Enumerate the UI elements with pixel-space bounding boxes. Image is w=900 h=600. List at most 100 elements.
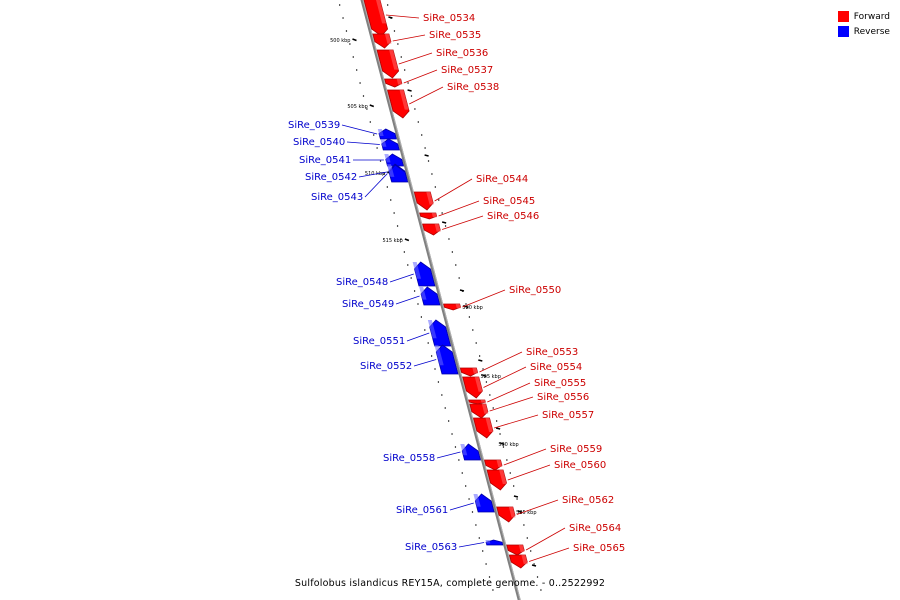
gene-label[interactable]: SiRe_0551	[353, 336, 405, 347]
gene-shading	[376, 0, 387, 24]
leader-line	[341, 124, 378, 135]
gene-sire-0546[interactable]	[422, 223, 441, 236]
gene-sire-0538[interactable]	[387, 89, 410, 119]
ruler-dot	[502, 446, 505, 448]
tick-mark	[531, 564, 537, 567]
ruler-dot	[387, 4, 389, 6]
gene-label[interactable]: SiRe_0550	[509, 285, 561, 296]
gene-sire-0559[interactable]	[484, 459, 503, 471]
gene-label[interactable]: SiRe_0539	[288, 120, 340, 131]
gene-label[interactable]: SiRe_0554	[530, 362, 582, 373]
gene-label[interactable]: SiRe_0562	[562, 495, 614, 506]
gene-shading	[480, 400, 486, 403]
gene-label[interactable]: SiRe_0555	[534, 378, 586, 389]
gene-label[interactable]: SiRe_0543	[311, 192, 363, 203]
gene-label[interactable]: SiRe_0538	[447, 82, 499, 93]
gene-shading	[485, 540, 491, 544]
gene-label[interactable]: SiRe_0541	[299, 155, 351, 166]
gene-sire-0548[interactable]	[412, 261, 436, 287]
gene-label[interactable]: SiRe_0545	[483, 196, 535, 207]
tick-mark	[478, 359, 483, 362]
gene-sire-0557[interactable]	[472, 417, 494, 439]
gene-label[interactable]: SiRe_0546	[487, 211, 539, 222]
gene-sire-0552[interactable]	[434, 344, 459, 375]
gene-sire-0553[interactable]	[459, 367, 479, 377]
gene-label[interactable]: SiRe_0544	[476, 174, 528, 185]
ruler-dot	[407, 82, 409, 84]
ruler-dot	[485, 381, 488, 383]
gene-label[interactable]: SiRe_0542	[305, 172, 357, 183]
gene-shading	[384, 34, 392, 44]
ruler-dot	[478, 537, 480, 539]
tick-mark	[369, 104, 375, 108]
gene-sire-0539[interactable]	[377, 128, 397, 140]
gene-shading	[518, 545, 525, 552]
leader-line	[406, 332, 430, 342]
gene-label[interactable]: SiRe_0540	[293, 137, 345, 148]
tick-label: 500 kbp	[330, 38, 350, 44]
leader-line	[409, 86, 444, 105]
ruler-dot	[482, 550, 484, 552]
ruler-dot	[431, 173, 433, 175]
ruler-dot	[444, 407, 446, 409]
gene-sire-0550[interactable]	[443, 303, 461, 311]
ruler-dot	[403, 251, 405, 253]
gene-label[interactable]: SiRe_0537	[441, 65, 493, 76]
gene-sire-0556[interactable]	[469, 403, 489, 419]
gene-label[interactable]: SiRe_0558	[383, 453, 435, 464]
gene-sire-0535[interactable]	[372, 33, 392, 49]
gene-label[interactable]: SiRe_0556	[537, 392, 589, 403]
gene-label[interactable]: SiRe_0536	[436, 48, 488, 59]
gene-sire-0560[interactable]	[486, 469, 507, 491]
gene-label[interactable]: SiRe_0552	[360, 361, 412, 372]
gene-label[interactable]: SiRe_0564	[569, 523, 621, 534]
ruler-dot	[424, 329, 426, 331]
gene-sire-0563[interactable]	[485, 539, 504, 546]
ruler-dot	[393, 212, 395, 214]
gene-sire-0564[interactable]	[506, 544, 525, 556]
gene-label[interactable]: SiRe_0534	[423, 13, 475, 24]
gene-label[interactable]: SiRe_0549	[342, 299, 394, 310]
gene-sire-0554[interactable]	[462, 376, 483, 399]
leader-line	[525, 527, 566, 551]
gene-sire-0549[interactable]	[419, 286, 441, 306]
gene-shading	[426, 192, 434, 205]
gene-sire-0562[interactable]	[496, 506, 516, 523]
gene-label[interactable]: SiRe_0561	[396, 505, 448, 516]
ruler-dot	[444, 225, 447, 227]
gene-label[interactable]: SiRe_0565	[573, 543, 625, 554]
ruler-dot	[448, 420, 450, 422]
ruler-dot	[468, 316, 470, 318]
gene-label[interactable]: SiRe_0560	[554, 460, 606, 471]
gene-sire-0537[interactable]	[384, 78, 403, 88]
leader-line	[385, 14, 420, 19]
gene-sire-0543[interactable]	[387, 164, 409, 183]
tick-label: 535 kbp	[516, 510, 536, 516]
gene-sire-0536[interactable]	[376, 49, 400, 79]
gene-sire-0565[interactable]	[508, 554, 528, 569]
gene-label[interactable]: SiRe_0553	[526, 347, 578, 358]
gene-sire-0545[interactable]	[419, 212, 438, 220]
ruler-dot	[485, 563, 487, 565]
ruler-dot	[413, 290, 416, 292]
gene-sire-0555[interactable]	[468, 399, 486, 405]
gene-label[interactable]: SiRe_0548	[336, 277, 388, 288]
ruler-dot	[386, 186, 388, 188]
gene-label[interactable]: SiRe_0559	[550, 444, 602, 455]
ruler-dot	[407, 264, 409, 266]
gene-sire-0540[interactable]	[380, 138, 400, 151]
gene-sire-0558[interactable]	[460, 443, 482, 461]
gene-sire-0544[interactable]	[413, 191, 434, 211]
ruler-dot	[533, 563, 535, 565]
leader-line	[507, 464, 551, 481]
ruler-dot	[468, 498, 470, 500]
gene-label[interactable]: SiRe_0557	[542, 410, 594, 421]
ruler-dot	[458, 459, 460, 461]
gene-shading	[473, 494, 481, 507]
gene-sire-0561[interactable]	[473, 493, 495, 513]
gene-sire-0534[interactable]	[362, 0, 389, 37]
gene-label[interactable]: SiRe_0563	[405, 542, 457, 553]
ruler-dot	[441, 212, 443, 214]
gene-labels: SiRe_0534 SiRe_0535 SiRe_0536 SiRe_0537 SiRe…	[288, 13, 625, 554]
gene-label[interactable]: SiRe_0535	[429, 30, 481, 41]
